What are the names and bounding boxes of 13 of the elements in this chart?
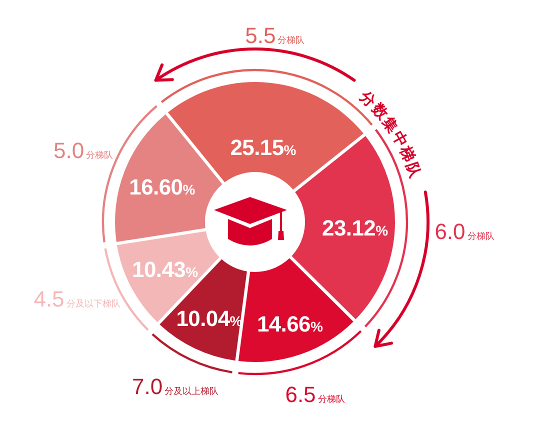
slice-label: 5.0分梯队 <box>54 138 114 164</box>
data-label: 25.15% <box>230 134 297 160</box>
text: 分数集中梯队 <box>356 88 424 182</box>
data-label: 23.12% <box>322 215 389 240</box>
slice-label: 6.5分梯队 <box>285 382 345 408</box>
data-label: 16.60% <box>129 174 196 200</box>
slice-label: 6.0分梯队 <box>434 218 494 244</box>
slice-label: 5.5分梯队 <box>245 23 305 48</box>
data-label: 14.66% <box>256 311 324 336</box>
donut-slice <box>115 114 222 242</box>
slice-label: 7.0分及以上梯队 <box>132 374 219 400</box>
slice-label: 4.5分及以下梯队 <box>34 286 120 312</box>
data-label: 10.43% <box>132 257 199 282</box>
